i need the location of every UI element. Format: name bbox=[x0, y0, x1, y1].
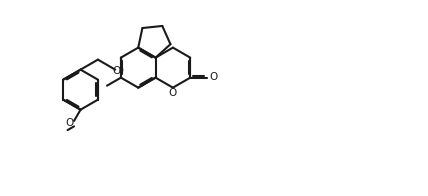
Text: O: O bbox=[209, 72, 217, 82]
Text: O: O bbox=[112, 66, 120, 76]
Text: O: O bbox=[168, 88, 177, 98]
Text: O: O bbox=[66, 118, 74, 128]
